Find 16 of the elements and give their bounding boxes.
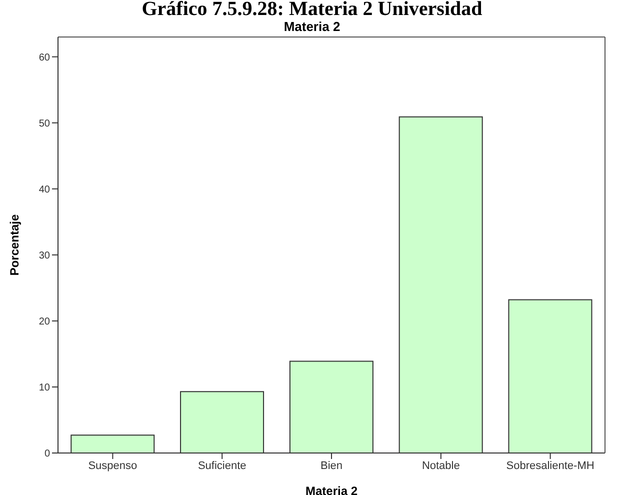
x-tick-label: Suspenso	[88, 460, 138, 472]
x-tick-label: Bien	[320, 460, 343, 472]
y-axis-title: Porcentaje	[7, 214, 22, 276]
y-tick-label: 40	[38, 184, 50, 196]
x-axis-title: Materia 2	[305, 484, 358, 495]
x-tick-label: Sobresaliente-MH	[506, 460, 594, 472]
y-tick-label: 50	[38, 118, 50, 130]
y-tick-label: 0	[44, 448, 50, 460]
chart-title: Gráfico 7.5.9.28: Materia 2 Universidad	[140, 0, 484, 20]
chart-subtitle: Materia 2	[282, 19, 342, 34]
x-tick-label: Notable	[422, 460, 460, 472]
x-tick-label: Suficiente	[198, 460, 246, 472]
y-tick-label: 10	[38, 382, 50, 394]
y-tick-label: 30	[38, 250, 50, 262]
y-tick-label: 20	[38, 316, 50, 328]
y-tick-label: 60	[38, 52, 50, 64]
